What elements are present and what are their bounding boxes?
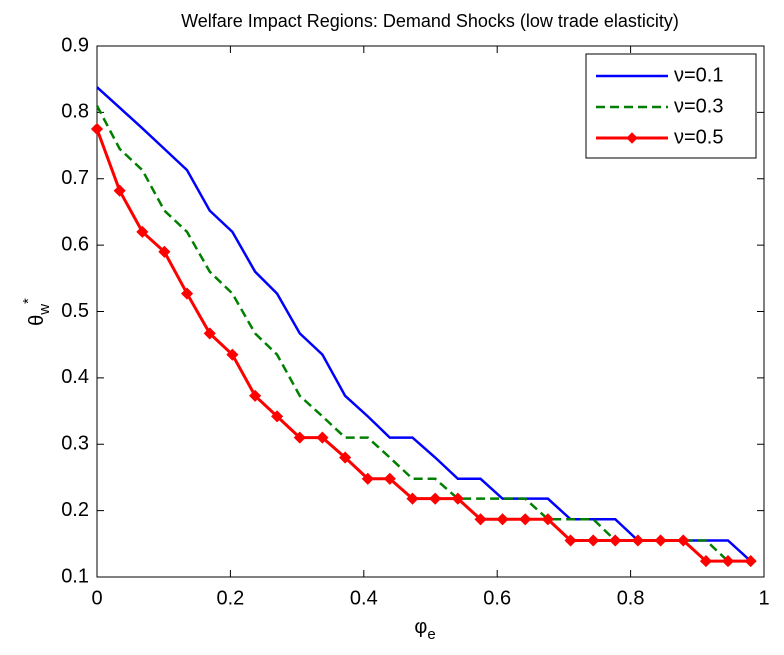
- series-marker: [90, 122, 104, 136]
- series-marker: [361, 472, 374, 485]
- y-tick-label: 0.9: [61, 34, 89, 56]
- series-marker: [113, 184, 126, 197]
- series-marker: [677, 534, 690, 547]
- series-marker: [271, 410, 284, 423]
- series-marker: [429, 492, 442, 505]
- y-tick-label: 0.3: [61, 433, 89, 455]
- y-tick-label: 0.7: [61, 167, 89, 189]
- series-marker: [293, 431, 306, 444]
- x-tick-label: 0.8: [617, 587, 645, 609]
- x-tick-label: 1: [758, 587, 769, 609]
- legend-label: ν=0.3: [674, 95, 723, 117]
- x-tick-label: 0.2: [216, 587, 244, 609]
- series-marker: [587, 534, 600, 547]
- x-tick-label: 0.6: [483, 587, 511, 609]
- x-axis-label: φe: [414, 616, 435, 643]
- y-tick-label: 0.6: [61, 233, 89, 255]
- series-marker: [721, 555, 735, 568]
- series-marker: [451, 492, 464, 505]
- y-axis-label-sub: w: [36, 304, 53, 316]
- y-axis-label-sup: *: [20, 298, 37, 304]
- series-marker: [474, 513, 487, 526]
- chart-title: Welfare Impact Regions: Demand Shocks (l…: [181, 11, 679, 31]
- series-marker: [249, 389, 262, 402]
- series-marker: [631, 534, 644, 547]
- series-marker: [496, 513, 509, 526]
- series-marker: [406, 492, 419, 505]
- series-marker: [744, 555, 757, 568]
- series-marker: [158, 245, 171, 258]
- series-marker: [564, 534, 577, 547]
- series-marker: [136, 225, 149, 238]
- y-axis-label: θw*: [20, 298, 53, 326]
- series-marker: [654, 534, 667, 547]
- x-tick-label: 0: [91, 587, 102, 609]
- y-tick-label: 0.4: [61, 366, 89, 388]
- y-tick-label: 0.2: [61, 499, 89, 521]
- series-marker: [226, 348, 239, 361]
- y-tick-label: 0.1: [61, 565, 89, 587]
- series-marker: [316, 431, 329, 444]
- y-axis-label-base: θ: [26, 315, 48, 326]
- y-tick-label: 0.8: [61, 101, 89, 123]
- series-marker: [203, 327, 216, 340]
- x-axis-label-base: φ: [414, 616, 427, 638]
- legend-marker: [626, 132, 638, 144]
- series-marker: [519, 513, 532, 526]
- series-marker: [541, 513, 554, 526]
- y-tick-label: 0.5: [61, 300, 89, 322]
- series-marker: [339, 451, 352, 464]
- legend-label: ν=0.1: [674, 64, 723, 86]
- x-axis-label-sub: e: [427, 626, 435, 643]
- series-marker: [383, 472, 396, 485]
- series-marker: [609, 534, 622, 547]
- x-tick-label: 0.4: [350, 587, 378, 609]
- series-marker: [180, 287, 194, 300]
- plot-frame: [96, 45, 765, 578]
- series-marker: [699, 555, 713, 568]
- legend-label: ν=0.5: [674, 126, 723, 148]
